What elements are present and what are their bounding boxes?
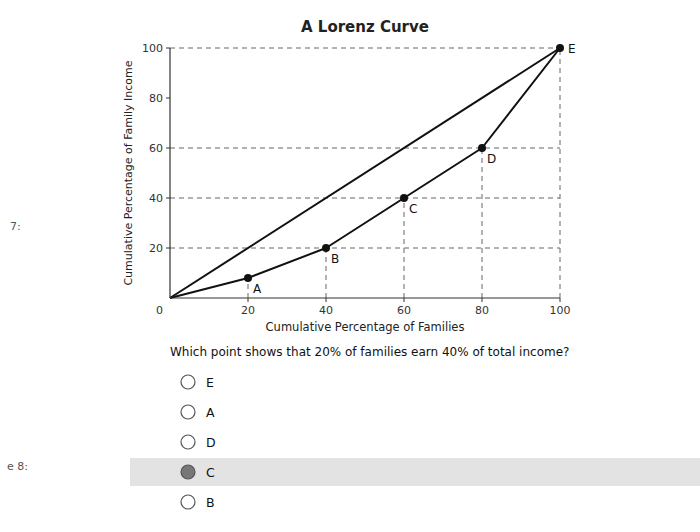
y-tick (166, 48, 170, 49)
option-label: B (206, 495, 215, 510)
background (0, 0, 700, 532)
guide-horizontal (170, 198, 560, 199)
y-axis (169, 48, 170, 298)
y-tick (166, 148, 170, 149)
side-label: e 8: (7, 460, 28, 473)
guide-vertical (482, 148, 483, 298)
x-tick (404, 298, 405, 302)
title: A Lorenz Curve (301, 18, 429, 36)
point (478, 144, 486, 152)
y-tick (166, 248, 170, 249)
point-label: C (409, 202, 417, 216)
equality-line (170, 48, 560, 298)
point-label: A (253, 282, 262, 296)
option-label: D (206, 435, 216, 450)
x-tick-label: 40 (319, 304, 333, 317)
guide-horizontal (170, 148, 560, 149)
y-tick-label: 100 (142, 42, 163, 55)
y-tick-label: 80 (149, 92, 163, 105)
x-tick-label: 80 (475, 304, 489, 317)
x-tick (560, 298, 561, 302)
x-tick (248, 298, 249, 302)
point-label: E (568, 42, 576, 56)
side-label: 7: (10, 220, 21, 233)
option-radio (181, 435, 195, 449)
x-tick (482, 298, 483, 302)
chart: A Lorenz CurveABCDE204060801002040608010… (0, 0, 700, 532)
y-tick-label: 40 (149, 192, 163, 205)
y-axis-label: Cumulative Percentage of Family Income (122, 60, 135, 285)
point-label: D (487, 152, 496, 166)
option-radio (181, 405, 195, 419)
guide-horizontal (170, 48, 560, 49)
y-tick (166, 98, 170, 99)
point (400, 194, 408, 202)
x-tick-label: 20 (241, 304, 255, 317)
option-label: A (206, 405, 215, 420)
guide-vertical (404, 198, 405, 298)
option-label: E (206, 375, 214, 390)
option-radio (181, 465, 195, 479)
lorenz-curve (170, 48, 560, 298)
y-tick-label: 20 (149, 242, 163, 255)
guide-vertical (326, 248, 327, 298)
point (244, 274, 252, 282)
x-tick-label: 60 (397, 304, 411, 317)
selected-highlight (130, 458, 700, 486)
x-axis (170, 297, 560, 298)
y-tick (166, 198, 170, 199)
option-radio (181, 375, 195, 389)
point (556, 44, 564, 52)
point (322, 244, 330, 252)
option-label: C (206, 465, 215, 480)
option-radio (181, 495, 195, 509)
plot-marks (170, 44, 564, 298)
point-label: B (331, 252, 339, 266)
y-tick-label: 60 (149, 142, 163, 155)
x-tick (326, 298, 327, 302)
guide-vertical (560, 48, 561, 298)
x-tick-label: 100 (550, 304, 571, 317)
x-axis-label: Cumulative Percentage of Families (266, 320, 465, 334)
guide-horizontal (170, 248, 560, 249)
question: Which point shows that 20% of families e… (170, 345, 569, 359)
origin-label: 0 (156, 304, 163, 317)
